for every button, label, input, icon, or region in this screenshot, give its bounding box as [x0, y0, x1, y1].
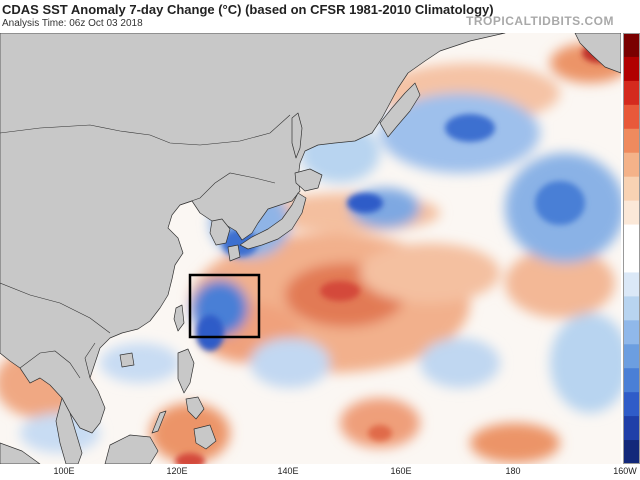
- land-masses: [0, 33, 621, 464]
- land-malay-peninsula: [55, 397, 83, 464]
- land-mindanao: [193, 424, 217, 450]
- land-luzon: [177, 348, 195, 394]
- highlight-box: [188, 273, 261, 339]
- land-hokkaido: [294, 168, 323, 192]
- land-alaska: [574, 33, 621, 74]
- sst-anomaly-map: [0, 33, 621, 464]
- colorbar-segment: [623, 80, 640, 106]
- colorbar-segment: [623, 320, 640, 345]
- colorbar-segment: [623, 272, 640, 297]
- colorbar-segment: [623, 33, 640, 58]
- x-axis-labels: 100E 120E 140E 160E 180 160W: [0, 466, 640, 480]
- land-taiwan: [173, 304, 185, 332]
- colorbar-segment: [623, 176, 640, 202]
- land-kyushu: [227, 244, 241, 262]
- colorbar-segment: [623, 440, 640, 464]
- color-scale-bar: [623, 33, 640, 464]
- colorbar-segment: [623, 368, 640, 393]
- land-borneo: [104, 434, 159, 464]
- x-label-100e: 100E: [53, 466, 75, 476]
- brand-watermark: TROPICALTIDBITS.COM: [466, 14, 614, 28]
- land-palawan: [151, 410, 167, 434]
- colorbar-segment: [623, 128, 640, 154]
- colorbar-segment: [623, 392, 640, 417]
- colorbar-segment: [623, 344, 640, 369]
- land-asia: [0, 33, 506, 434]
- country-borders: [0, 114, 291, 379]
- colorbar-segment: [623, 296, 640, 321]
- land-honshu: [239, 192, 307, 250]
- land-kamchatka: [379, 82, 421, 138]
- land-sakhalin: [291, 112, 303, 159]
- colorbar-segment: [623, 224, 640, 249]
- colorbar-segment: [623, 152, 640, 178]
- analysis-time: Analysis Time: 06z Oct 03 2018: [2, 18, 143, 29]
- land-korea: [209, 218, 231, 246]
- x-label-160w: 160W: [613, 466, 637, 476]
- colorbar-segment: [623, 248, 640, 273]
- land-sumatra: [0, 442, 41, 464]
- x-label-120e: 120E: [166, 466, 188, 476]
- x-label-180: 180: [505, 466, 521, 476]
- land-visayas: [185, 396, 205, 420]
- anomaly-detail: [175, 43, 618, 464]
- colorbar-segment: [623, 56, 640, 82]
- colorbar-segment: [623, 104, 640, 130]
- chart-title: CDAS SST Anomaly 7-day Change (°C) (base…: [2, 2, 494, 17]
- colorbar-segment: [623, 200, 640, 226]
- colorbar-segment: [623, 416, 640, 441]
- land-hainan: [119, 352, 135, 368]
- x-label-140e: 140E: [277, 466, 299, 476]
- x-label-160e: 160E: [390, 466, 412, 476]
